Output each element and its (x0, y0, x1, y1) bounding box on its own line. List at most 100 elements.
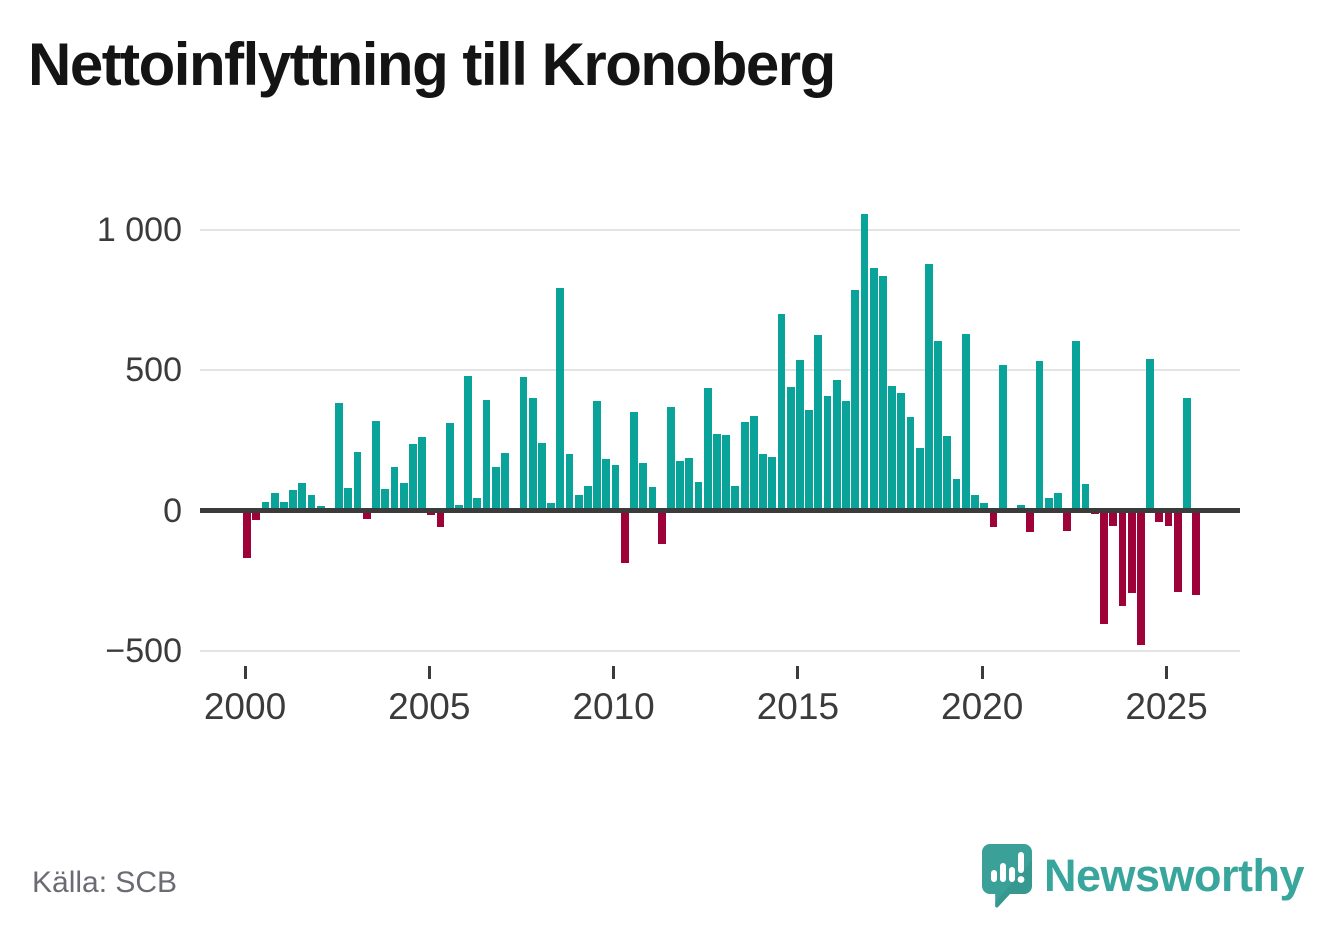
bar-quarter (630, 411, 638, 513)
bar-quarter (1072, 340, 1081, 513)
y-axis-label: 1 000 (96, 211, 182, 250)
bar-quarter (639, 463, 648, 513)
bar-quarter (279, 501, 288, 513)
bar-quarter (574, 494, 583, 513)
bar-quarter (593, 401, 602, 513)
bar-quarter (584, 486, 592, 513)
x-axis-tick (243, 666, 247, 679)
bar-quarter (1081, 484, 1090, 513)
bar-quarter (408, 443, 417, 513)
bar-quarter (565, 454, 574, 513)
newsworthy-wordmark: Newsworthy (1044, 850, 1305, 901)
bar-quarter (666, 407, 675, 513)
bar-quarter (418, 437, 426, 513)
bar-quarter (759, 454, 767, 513)
bar-quarter (998, 364, 1007, 513)
bar-quarter (620, 508, 629, 564)
bar-quarter (1136, 508, 1145, 645)
gridline-500 (200, 369, 1240, 372)
bar-quarter (362, 508, 371, 520)
source-note: Källa: SCB (32, 866, 178, 899)
gridline--500 (200, 649, 1240, 652)
bar-quarter (482, 400, 491, 513)
bar-quarter (888, 386, 896, 513)
bar-quarter (399, 483, 408, 513)
gridline-1000 (200, 229, 1240, 232)
bar-quarter (869, 267, 878, 513)
bar-quarter (611, 464, 620, 513)
bar-quarter (925, 264, 933, 513)
bar-quarter (934, 341, 943, 513)
bar-quarter (1192, 508, 1201, 595)
bar-quarter (1173, 508, 1182, 592)
bar-quarter (805, 410, 813, 513)
bar-quarter (989, 508, 998, 528)
bar-quarter (777, 313, 786, 513)
x-axis-tick (796, 666, 800, 679)
bar-quarter (842, 400, 850, 513)
bar-quarter (676, 460, 684, 513)
bar-quarter (685, 457, 694, 513)
x-axis-tick-label: 2020 (941, 686, 1024, 727)
bar-quarter (335, 402, 344, 513)
bar-quarter (501, 453, 509, 513)
bar-quarter (243, 508, 251, 559)
bar-quarter (252, 508, 261, 521)
bar-quarter (731, 486, 740, 513)
bar-quarter (897, 393, 906, 513)
bar-quarter (961, 334, 970, 513)
bar-quarter (1146, 359, 1154, 513)
bar-quarter (307, 495, 316, 513)
x-axis-tick-label: 2025 (1125, 686, 1208, 727)
bar-quarter (740, 421, 749, 513)
bar-quarter (915, 448, 924, 513)
bar-quarter (261, 501, 270, 513)
x-axis-zero-line (200, 508, 1240, 513)
bar-quarter (952, 478, 961, 513)
bar-quarter (1183, 398, 1191, 513)
y-axis-label: −500 (105, 631, 182, 670)
y-axis-label: 0 (163, 491, 182, 530)
y-axis-label: 500 (125, 351, 182, 390)
bar-quarter (749, 416, 758, 513)
chart-title: Nettoinflyttning till Kronoberg (28, 31, 836, 98)
bar-quarter (1109, 508, 1118, 526)
bar-quarter (1054, 493, 1062, 513)
bar-quarter (906, 417, 915, 513)
bar-quarter (796, 359, 804, 513)
bar-quarter (823, 396, 832, 513)
bar-quarter (390, 467, 399, 513)
bar-quarter (1127, 508, 1136, 593)
bar-quarter (657, 508, 666, 545)
bar-quarter (528, 398, 537, 513)
x-axis-tick-label: 2015 (756, 686, 840, 727)
bar-quarter (694, 482, 703, 513)
bar-quarter (353, 451, 362, 513)
bar-quarter (556, 287, 565, 513)
bar-quarter (786, 387, 795, 513)
x-axis-tick (980, 666, 984, 679)
bar-quarter (1035, 361, 1044, 513)
bar-quarter (445, 422, 454, 513)
bar-quarter (298, 482, 307, 513)
bar-quarter (464, 376, 473, 513)
x-axis-tick (427, 666, 431, 679)
bar-quarter (289, 489, 297, 513)
bar-quarter (980, 502, 989, 513)
bar-quarter (1063, 508, 1072, 532)
bar-quarter (832, 379, 841, 513)
bar-quarter (1155, 508, 1164, 522)
bar-quarter (971, 494, 979, 513)
bar-quarter (1100, 508, 1108, 625)
bar-quarter (878, 275, 887, 513)
bar-quarter (722, 434, 731, 513)
bar-quarter (1164, 508, 1173, 526)
bar-quarter (344, 487, 353, 513)
bar-quarter (537, 443, 546, 513)
bar-quarter (648, 486, 657, 513)
bar-quarter (703, 387, 712, 513)
bar-quarter (547, 503, 555, 513)
x-axis-tick-label: 2000 (203, 686, 287, 727)
